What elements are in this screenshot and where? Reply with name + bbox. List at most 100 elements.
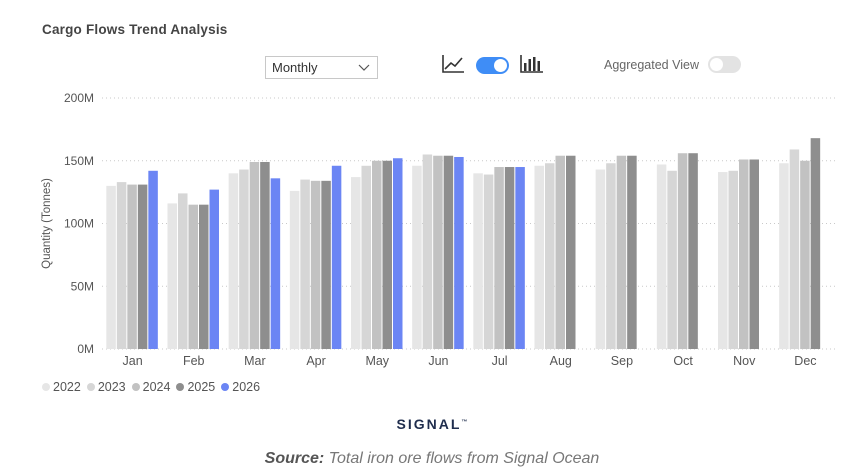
legend-label: 2026 — [232, 380, 261, 394]
source-caption: Source: Total iron ore flows from Signal… — [0, 450, 864, 468]
bar-2022-dec — [779, 163, 789, 349]
y-tick-label: 200M — [64, 91, 94, 105]
bar-2023-dec — [789, 149, 800, 349]
bar-2025-jul — [504, 167, 515, 349]
legend-label: 2022 — [53, 380, 81, 394]
bar-2023-jan — [116, 182, 127, 349]
x-tick-label: Mar — [244, 354, 266, 368]
chart-legend: 2022 2023 2024 2025 2026 — [42, 380, 260, 394]
y-tick-label: 50M — [71, 279, 94, 293]
bar-2022-mar — [228, 173, 239, 349]
source-text: Total iron ore flows from Signal Ocean — [324, 450, 600, 467]
bar-2023-aug — [545, 163, 555, 349]
bar-2024-nov — [739, 159, 749, 349]
chart-type-toggle[interactable] — [476, 57, 509, 74]
bar-2025-mar — [260, 162, 270, 349]
bar-2026-feb — [209, 189, 219, 349]
legend-label: 2024 — [142, 380, 171, 394]
x-tick-label: Sep — [611, 354, 633, 368]
y-tick-label: 0M — [77, 342, 94, 356]
bar-2025-feb — [199, 204, 209, 349]
bar-chart: 0M 50M 100M 150M 200M Quantity (Tonnes) Jan Feb… — [41, 91, 836, 368]
bar-2024-sep — [616, 155, 627, 349]
bar-2022-nov — [718, 172, 728, 349]
x-tick-label: Apr — [306, 354, 325, 368]
bar-2024-feb — [188, 204, 198, 349]
bar-2026-jan — [148, 170, 158, 349]
bar-2023-jul — [483, 174, 494, 349]
x-tick-label: Aug — [550, 354, 572, 368]
x-tick-label: Jun — [428, 354, 448, 368]
bar-2025-jan — [137, 184, 148, 349]
bar-2023-feb — [178, 193, 188, 349]
bar-2024-dec — [800, 160, 810, 349]
bar-2025-nov — [749, 159, 759, 349]
legend-item-2022[interactable]: 2022 — [42, 380, 81, 394]
x-tick-label: Jul — [492, 354, 508, 368]
toggle-knob — [710, 58, 723, 71]
legend-label: 2023 — [97, 380, 126, 394]
y-tick-label: 100M — [64, 217, 94, 231]
bar-2024-oct — [677, 153, 688, 349]
bar-2022-jan — [106, 185, 116, 349]
bar-2022-may — [351, 177, 361, 349]
legend-swatch — [176, 383, 185, 391]
y-axis-label: Quantity (Tonnes) — [41, 178, 53, 269]
x-tick-label: May — [365, 354, 389, 368]
x-tick-label: Jan — [123, 354, 143, 368]
source-label: Source: — [264, 450, 325, 467]
bar-2022-feb — [167, 203, 177, 349]
bar-chart-icon[interactable] — [519, 54, 544, 74]
x-tick-label: Dec — [794, 354, 816, 368]
bar-2023-apr — [300, 179, 310, 349]
period-select-value: Monthly — [272, 60, 318, 75]
bar-2025-dec — [810, 138, 821, 349]
legend-item-2023[interactable]: 2023 — [86, 380, 126, 394]
bar-2023-nov — [728, 170, 738, 349]
legend-item-2025[interactable]: 2025 — [176, 380, 215, 394]
bar-2023-jun — [422, 154, 433, 349]
toggle-knob — [494, 59, 507, 72]
bar-2022-jun — [412, 165, 422, 349]
bar-2025-oct — [688, 153, 698, 349]
bar-2025-sep — [627, 155, 637, 349]
period-select[interactable]: Monthly — [265, 56, 378, 79]
bar-2026-may — [393, 158, 403, 349]
x-tick-label: Feb — [183, 354, 205, 368]
legend-swatch — [86, 383, 95, 391]
y-tick-label: 150M — [64, 154, 94, 168]
bar-2022-oct — [656, 164, 667, 349]
legend-item-2026[interactable]: 2026 — [221, 380, 260, 394]
chart-title: Cargo Flows Trend Analysis — [42, 22, 228, 37]
bar-2024-jan — [127, 184, 137, 349]
bar-2024-jul — [494, 167, 504, 349]
bar-2022-apr — [289, 190, 300, 349]
bar-2024-aug — [555, 155, 565, 349]
legend-item-2024[interactable]: 2024 — [131, 380, 171, 394]
bar-2026-apr — [331, 165, 342, 349]
bar-2026-mar — [270, 178, 281, 349]
bar-2023-may — [361, 165, 371, 349]
bar-2025-jun — [443, 155, 454, 349]
signal-logo: SIGNAL™ — [396, 416, 468, 432]
legend-swatch — [42, 383, 50, 391]
bar-2026-jun — [454, 156, 464, 349]
bar-2023-oct — [667, 170, 677, 349]
legend-swatch — [131, 383, 140, 391]
x-tick-label: Nov — [733, 354, 756, 368]
chevron-down-icon — [358, 64, 370, 71]
legend-label: 2025 — [187, 380, 216, 394]
x-tick-label: Oct — [673, 354, 693, 368]
aggregated-view-label: Aggregated View — [604, 58, 699, 72]
bar-2025-may — [382, 160, 392, 349]
aggregated-view-toggle[interactable] — [708, 56, 741, 73]
bar-2026-jul — [515, 167, 525, 349]
bar-2022-aug — [534, 165, 544, 349]
bar-2025-aug — [566, 155, 576, 349]
bar-2024-jun — [433, 155, 443, 349]
legend-swatch — [221, 383, 230, 391]
bar-2025-apr — [321, 180, 331, 349]
bar-2023-mar — [239, 169, 249, 349]
bar-2022-jul — [473, 173, 483, 349]
line-chart-icon[interactable] — [441, 54, 465, 74]
